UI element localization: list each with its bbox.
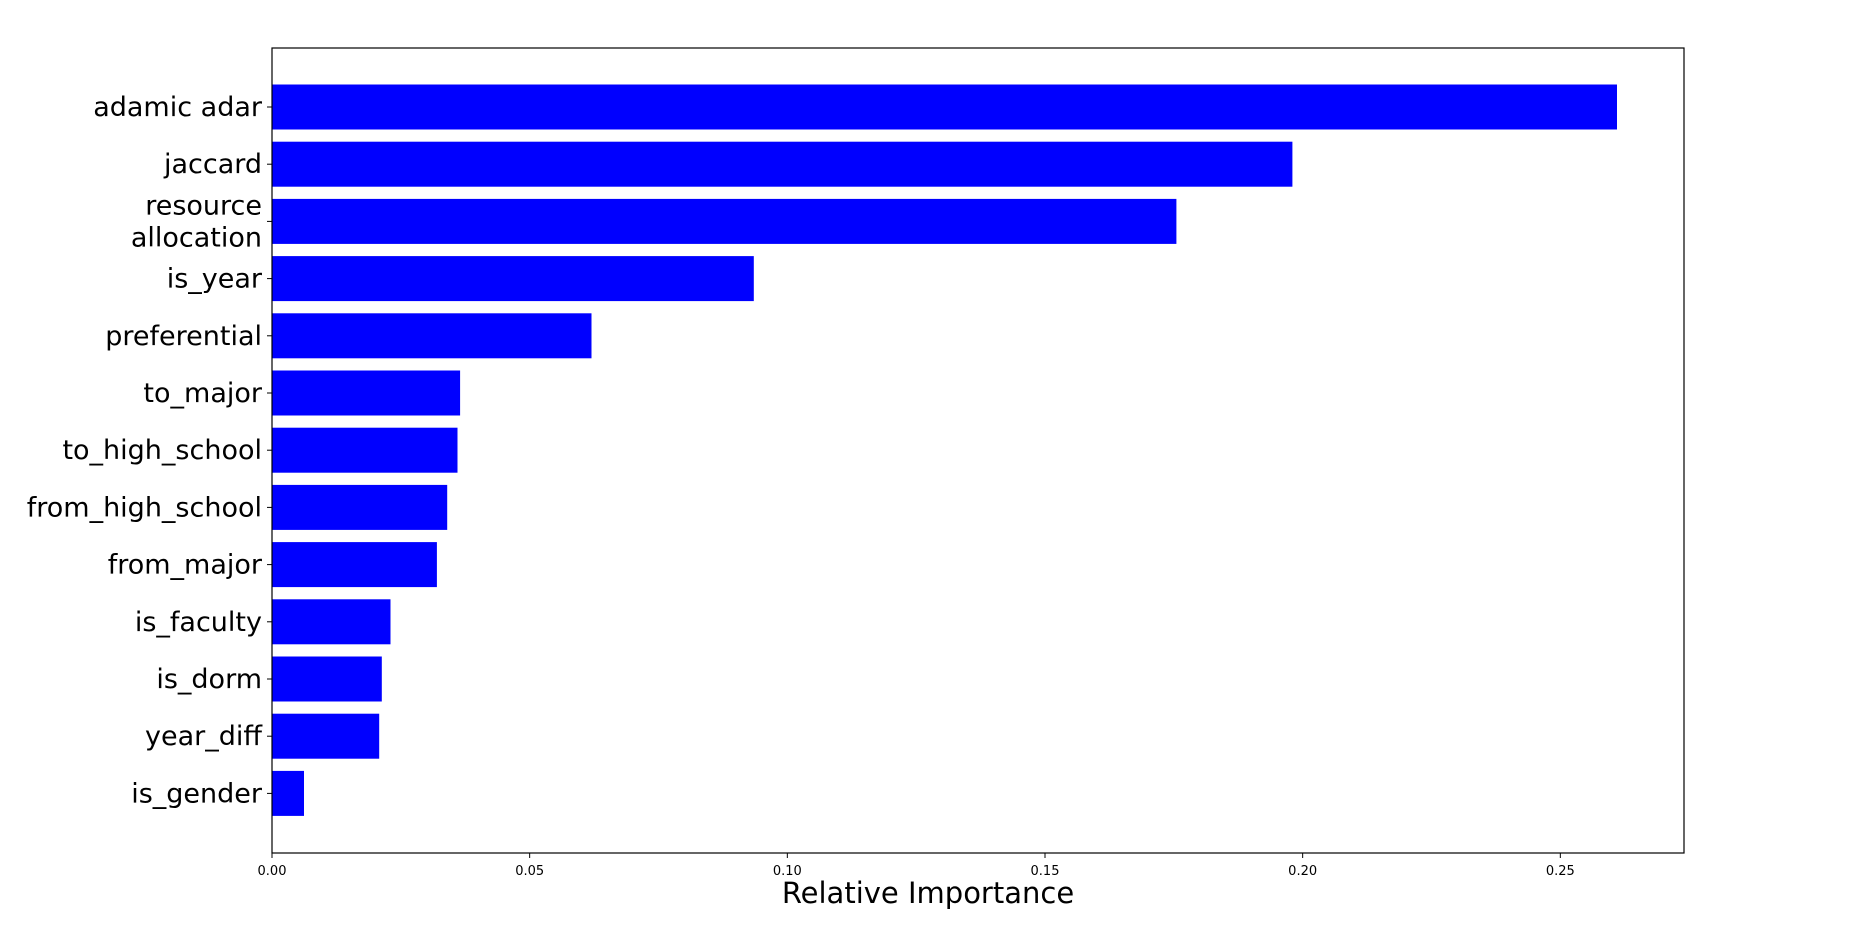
- category-label: is_year: [167, 264, 263, 295]
- x-tick-label: 0.10: [773, 864, 802, 879]
- x-tick-label: 0.00: [258, 864, 287, 879]
- category-label: to_major: [143, 378, 262, 409]
- category-label: jaccard: [163, 149, 262, 180]
- bar: [272, 141, 1293, 187]
- category-label: is_dorm: [156, 664, 262, 695]
- bar: [272, 484, 448, 530]
- category-label: to_high_school: [62, 435, 262, 466]
- category-label: allocation: [131, 222, 262, 253]
- bar: [272, 656, 382, 702]
- category-label: preferential: [105, 321, 262, 352]
- bar: [272, 713, 380, 759]
- x-tick-label: 0.25: [1546, 864, 1575, 879]
- bars-group: [272, 84, 1617, 816]
- bar: [272, 770, 304, 816]
- plot-frame: [271, 47, 1685, 854]
- category-label: resource: [145, 190, 262, 221]
- bar: [272, 599, 391, 645]
- category-label: from_high_school: [27, 492, 262, 523]
- bar: [272, 542, 437, 588]
- category-label: from_major: [108, 550, 263, 581]
- bar: [272, 370, 461, 416]
- bar: [272, 84, 1617, 130]
- bar: [272, 256, 754, 302]
- category-label: year_diff: [145, 721, 263, 752]
- x-ticks-group: 0.00 0.05 0.10 0.15 0.20 0.25: [258, 853, 1575, 879]
- category-label: adamic adar: [93, 92, 263, 123]
- bar: [272, 198, 1177, 244]
- x-tick-label: 0.15: [1031, 864, 1060, 879]
- x-tick-label: 0.20: [1288, 864, 1317, 879]
- category-label: is_faculty: [135, 607, 262, 638]
- x-tick-label: 0.05: [515, 864, 544, 879]
- bar: [272, 427, 458, 473]
- bar: [272, 313, 592, 359]
- category-label: is_gender: [131, 778, 263, 809]
- x-axis-label: Relative Importance: [782, 876, 1074, 910]
